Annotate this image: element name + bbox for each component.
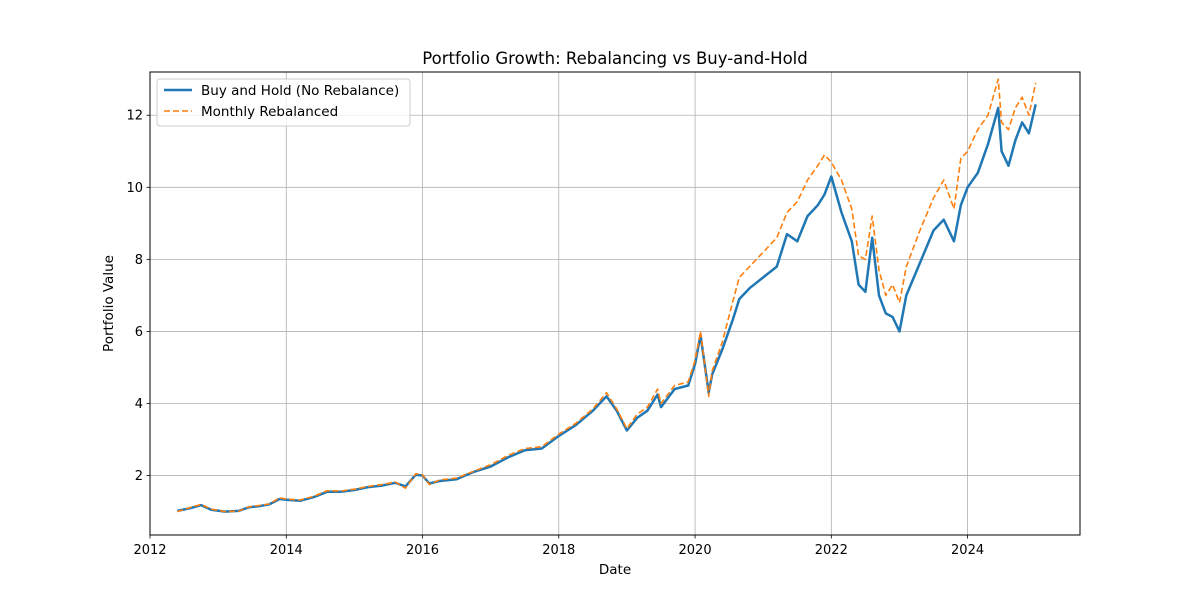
series-line-monthly-rebalanced bbox=[177, 78, 1037, 513]
y-tick-label: 8 bbox=[135, 253, 143, 268]
x-tick-label: 2012 bbox=[133, 543, 166, 558]
y-tick-label: 10 bbox=[126, 181, 143, 196]
x-tick-label: 2016 bbox=[406, 543, 439, 558]
series-line-buy-and-hold bbox=[177, 104, 1037, 513]
x-tick-label: 2018 bbox=[542, 543, 575, 558]
y-tick-label: 12 bbox=[126, 109, 143, 124]
grid bbox=[149, 72, 1080, 535]
legend-label-buy-and-hold: Buy and Hold (No Rebalance) bbox=[201, 83, 399, 99]
x-tick-label: 2022 bbox=[815, 543, 848, 558]
legend-label-monthly-rebalanced: Monthly Rebalanced bbox=[201, 104, 338, 120]
x-axis-label: Date bbox=[599, 562, 631, 578]
y-axis-label: Portfolio Value bbox=[101, 255, 117, 352]
y-axis: 2 4 6 8 10 12 bbox=[126, 109, 150, 484]
x-tick-label: 2020 bbox=[679, 543, 712, 558]
plot-frame bbox=[149, 71, 1081, 536]
y-tick-label: 2 bbox=[135, 469, 143, 484]
legend: Buy and Hold (No Rebalance) Monthly Reba… bbox=[156, 78, 411, 127]
x-axis: 2012 2014 2016 2018 2020 2022 2024 bbox=[133, 535, 984, 558]
legend-box bbox=[156, 78, 411, 127]
y-tick-label: 4 bbox=[135, 397, 143, 412]
x-tick-label: 2014 bbox=[270, 543, 303, 558]
chart-title: Portfolio Growth: Rebalancing vs Buy-and… bbox=[422, 49, 807, 68]
x-tick-label: 2024 bbox=[951, 543, 984, 558]
series-layer bbox=[177, 78, 1037, 513]
y-tick-label: 6 bbox=[135, 325, 143, 340]
